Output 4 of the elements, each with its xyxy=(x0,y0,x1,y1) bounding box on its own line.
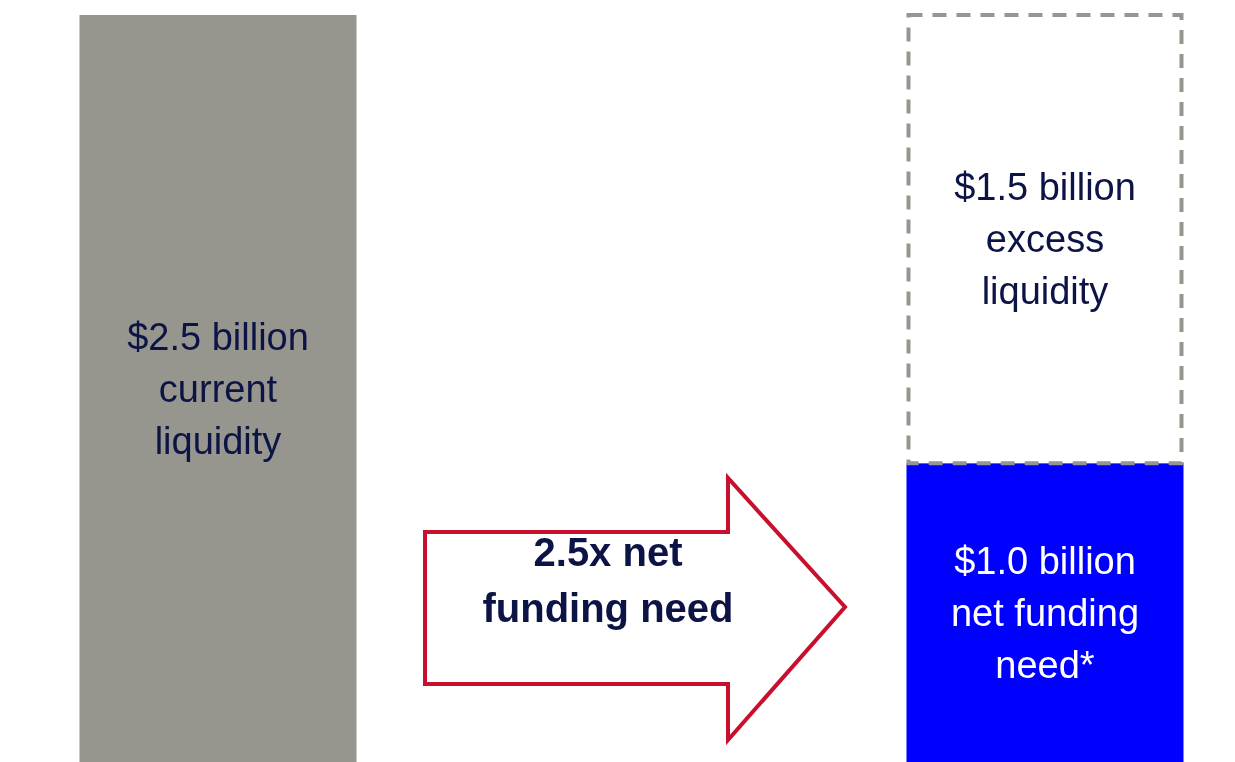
data-label: $1.5 billion excess liquidity xyxy=(954,166,1136,313)
data-label: $2.5 billion current liquidity xyxy=(127,315,309,462)
data-label: $1.0 billion net funding need* xyxy=(950,539,1140,686)
annotation: 2.5x net funding need xyxy=(482,530,734,630)
